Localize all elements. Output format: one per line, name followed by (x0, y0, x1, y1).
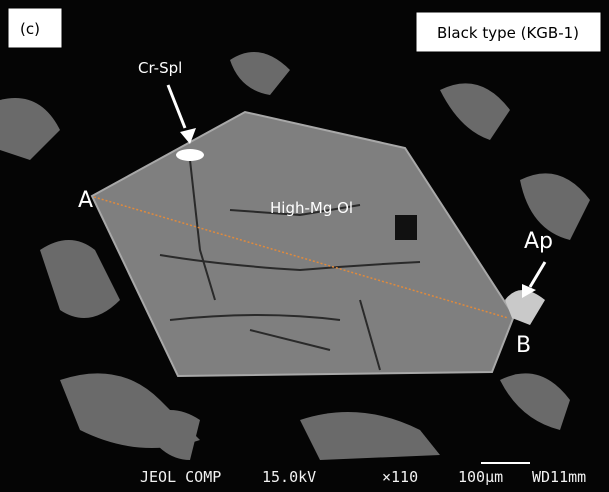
annotation: High-Mg Ol (270, 199, 353, 217)
info-text: 15.0kV (262, 468, 316, 486)
annotation: Ap (524, 229, 553, 254)
annotation: B (516, 333, 531, 358)
annotation: Cr-Spl (138, 59, 182, 77)
panel-label: (c) (20, 20, 40, 38)
info-text: 100µm (458, 468, 503, 486)
hole (395, 215, 417, 240)
annotation: A (78, 188, 93, 213)
sample-label: Black type (KGB-1) (437, 24, 579, 42)
info-text: JEOL COMP (140, 468, 221, 486)
info-text: WD11mm (532, 468, 586, 486)
info-text: ×110 (382, 468, 418, 486)
sem-image: (c) Black type (KGB-1) Cr-Spl High-Mg Ol… (0, 0, 609, 492)
cr-spinel-grain (176, 149, 204, 161)
